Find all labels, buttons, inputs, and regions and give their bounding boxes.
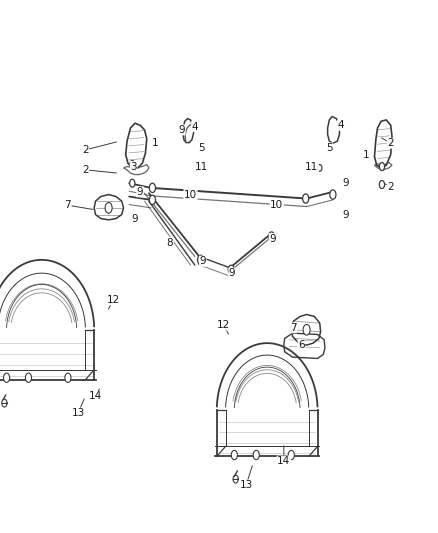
Circle shape: [149, 183, 155, 192]
Circle shape: [379, 163, 385, 171]
Text: 13: 13: [71, 408, 85, 418]
Text: 12: 12: [217, 320, 230, 330]
Text: 9: 9: [131, 214, 138, 223]
Text: 9: 9: [178, 125, 185, 135]
Circle shape: [149, 195, 155, 205]
Circle shape: [105, 203, 112, 213]
Circle shape: [25, 373, 32, 382]
Circle shape: [268, 232, 275, 241]
Circle shape: [318, 165, 322, 171]
Circle shape: [379, 181, 385, 189]
Circle shape: [228, 265, 234, 274]
Text: 7: 7: [64, 200, 71, 210]
Text: 1: 1: [362, 150, 369, 159]
Text: 2: 2: [387, 182, 394, 191]
Circle shape: [288, 450, 294, 459]
Text: 9: 9: [199, 256, 206, 266]
Text: 9: 9: [229, 268, 236, 278]
Text: 12: 12: [106, 295, 120, 305]
Text: 13: 13: [240, 480, 253, 490]
Circle shape: [130, 160, 135, 168]
Text: 8: 8: [166, 238, 173, 247]
Text: 7: 7: [290, 323, 297, 333]
Text: 9: 9: [269, 233, 276, 244]
Circle shape: [130, 179, 135, 187]
Text: 4: 4: [191, 122, 198, 132]
Circle shape: [4, 373, 10, 382]
Text: 2: 2: [82, 165, 89, 175]
Circle shape: [253, 450, 259, 459]
Text: 9: 9: [137, 187, 144, 197]
Circle shape: [198, 255, 204, 264]
Circle shape: [303, 194, 309, 203]
Text: 2: 2: [387, 138, 394, 148]
Text: 9: 9: [343, 209, 350, 220]
Circle shape: [303, 325, 310, 335]
Text: 6: 6: [298, 340, 305, 350]
Text: 5: 5: [326, 143, 333, 153]
Text: 14: 14: [277, 456, 290, 466]
Text: 10: 10: [270, 200, 283, 210]
Text: 5: 5: [198, 143, 205, 153]
Circle shape: [231, 450, 237, 459]
Text: 2: 2: [82, 145, 89, 155]
Circle shape: [65, 373, 71, 382]
Text: 9: 9: [343, 178, 350, 188]
Text: 14: 14: [89, 391, 102, 401]
Text: 1: 1: [152, 138, 159, 148]
Text: 4: 4: [337, 120, 344, 130]
Text: 11: 11: [305, 161, 318, 172]
Text: 10: 10: [184, 190, 197, 199]
Circle shape: [196, 165, 200, 171]
Circle shape: [330, 190, 336, 199]
Text: 11: 11: [195, 161, 208, 172]
Text: 3: 3: [130, 161, 137, 172]
